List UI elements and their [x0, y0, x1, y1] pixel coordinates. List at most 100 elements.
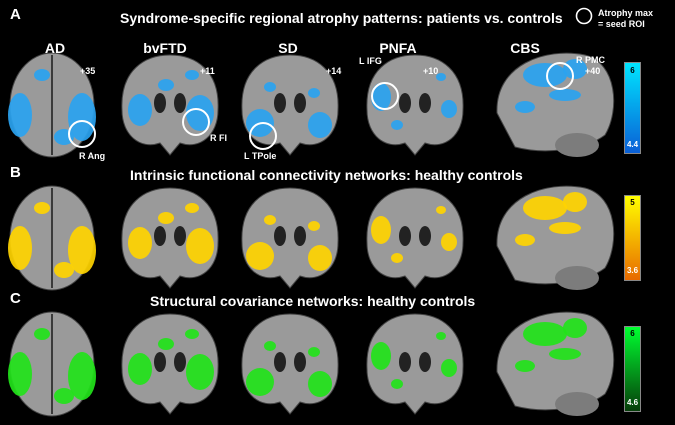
slice-number-pnfa: +10: [423, 66, 439, 76]
brain-fc-sd-ventricle-left: [274, 226, 286, 246]
blob-sc-pnfa-0: [371, 342, 391, 370]
roi-label-bvftd: R FI: [210, 133, 227, 143]
brain-atrophy-sd-ventricle-right: [294, 93, 306, 113]
seed-roi-circle-ad: [68, 120, 96, 148]
blob-sc-bvftd-3: [185, 329, 199, 339]
blob-fc-sd-1: [308, 245, 332, 271]
panel-b-title: Intrinsic functional connectivity networ…: [130, 167, 523, 183]
blob-atrophy-pnfa-2: [391, 120, 403, 130]
blob-atrophy-cbs-3: [549, 89, 581, 101]
blob-fc-ad-0: [8, 226, 32, 270]
slice-number-cbs: +40: [585, 66, 601, 76]
slice-number-sd: +14: [326, 66, 342, 76]
colorbar-atrophy-min: 4.4: [626, 140, 639, 149]
column-label-cbs: CBS: [510, 40, 540, 56]
blob-fc-cbs-2: [515, 234, 535, 246]
brain-sc-pnfa-ventricle-right: [419, 352, 431, 372]
blob-atrophy-bvftd-0: [128, 94, 152, 126]
blob-sc-cbs-2: [515, 360, 535, 372]
panel-c-title: Structural covariance networks: healthy …: [150, 293, 476, 309]
slice-number-bvftd: +11: [200, 66, 215, 76]
brain-fc-cbs-cerebellum: [555, 266, 599, 290]
panel-letter-c: C: [10, 290, 21, 307]
brain-fc-pnfa-ventricle-right: [419, 226, 431, 246]
blob-sc-ad-3: [54, 388, 74, 404]
blob-sc-ad-2: [34, 328, 50, 340]
blob-fc-bvftd-2: [158, 212, 174, 224]
blob-atrophy-bvftd-2: [158, 79, 174, 91]
blob-atrophy-ad-2: [34, 69, 50, 81]
blob-atrophy-cbs-1: [563, 59, 587, 79]
panel-a-title: Syndrome-specific regional atrophy patte…: [120, 10, 563, 26]
seed-roi-circle-bvftd: [182, 108, 210, 136]
seed-roi-legend-circle: [575, 7, 593, 25]
seed-roi-circle-sd: [249, 122, 277, 150]
brain-atrophy-pnfa-ventricle-left: [399, 93, 411, 113]
blob-atrophy-pnfa-0: [371, 83, 391, 111]
blob-sc-pnfa-1: [441, 359, 457, 377]
roi-label-ad: R Ang: [79, 151, 106, 161]
blob-atrophy-ad-0: [8, 93, 32, 137]
blob-sc-cbs-1: [563, 318, 587, 338]
roi-label-cbs: R PMC: [576, 55, 605, 65]
blob-fc-cbs-1: [563, 192, 587, 212]
colorbar-structural-max: 6: [630, 329, 635, 338]
blob-sc-bvftd-0: [128, 353, 152, 385]
blob-fc-bvftd-3: [185, 203, 199, 213]
blob-sc-ad-1: [68, 352, 96, 400]
brain-sc-bvftd: [121, 313, 219, 415]
blob-fc-sd-2: [264, 215, 276, 225]
brain-fc-pnfa-ventricle-left: [399, 226, 411, 246]
brain-fc-sd-ventricle-right: [294, 226, 306, 246]
brain-sc-pnfa-ventricle-left: [399, 352, 411, 372]
roi-label-pnfa: L IFG: [359, 56, 382, 66]
blob-sc-ad-0: [8, 352, 32, 396]
blob-fc-cbs-0: [523, 196, 567, 220]
colorbar-atrophy-max: 6: [630, 66, 635, 75]
column-label-bvftd: bvFTD: [143, 40, 187, 56]
panel-letter-a: A: [10, 6, 21, 23]
brain-atrophy-pnfa-ventricle-right: [419, 93, 431, 113]
blob-atrophy-sd-3: [308, 88, 320, 98]
brain-atrophy-bvftd-ventricle-right: [174, 93, 186, 113]
blob-atrophy-bvftd-1: [186, 95, 214, 131]
blob-fc-sd-0: [246, 242, 274, 270]
blob-fc-bvftd-0: [128, 227, 152, 259]
blob-sc-sd-3: [308, 347, 320, 357]
brain-fc-bvftd-ventricle-right: [174, 226, 186, 246]
colorbar-structural-min: 4.6: [626, 398, 639, 407]
brain-sc-bvftd-ventricle-right: [174, 352, 186, 372]
seed-roi-circle-cbs: [546, 62, 574, 90]
blob-sc-cbs-0: [523, 322, 567, 346]
brain-sc-bvftd-ventricle-left: [154, 352, 166, 372]
brain-atrophy-bvftd-ventricle-left: [154, 93, 166, 113]
colorbar-functional: [624, 195, 641, 281]
roi-label-sd: L TPole: [244, 151, 277, 161]
blob-atrophy-cbs-2: [515, 101, 535, 113]
brain-sc-cbs-cerebellum: [555, 392, 599, 416]
blob-fc-ad-2: [34, 202, 50, 214]
brain-atrophy-bvftd: [121, 54, 219, 156]
blob-sc-cbs-3: [549, 348, 581, 360]
colorbar-structural: [624, 326, 641, 412]
brain-sc-sd: [241, 313, 339, 415]
blob-fc-sd-3: [308, 221, 320, 231]
blob-sc-pnfa-2: [391, 379, 403, 389]
colorbar-atrophy: [624, 62, 641, 154]
legend-line-2: = seed ROI: [598, 19, 645, 29]
colorbar-functional-min: 3.6: [626, 266, 639, 275]
blob-atrophy-ad-1: [68, 93, 96, 141]
brain-atrophy-sd: [241, 54, 339, 156]
brain-fc-bvftd-ventricle-left: [154, 226, 166, 246]
column-label-ad: AD: [44, 40, 66, 56]
blob-fc-bvftd-1: [186, 228, 214, 264]
blob-sc-sd-2: [264, 341, 276, 351]
blob-sc-sd-0: [246, 368, 274, 396]
brain-fc-bvftd: [121, 187, 219, 289]
blob-fc-pnfa-1: [441, 233, 457, 251]
blob-fc-pnfa-3: [436, 206, 446, 214]
brain-atrophy-cbs-cerebellum: [555, 133, 599, 157]
brain-atrophy-sd-ventricle-left: [274, 93, 286, 113]
legend-line-1: Atrophy max: [598, 8, 654, 18]
